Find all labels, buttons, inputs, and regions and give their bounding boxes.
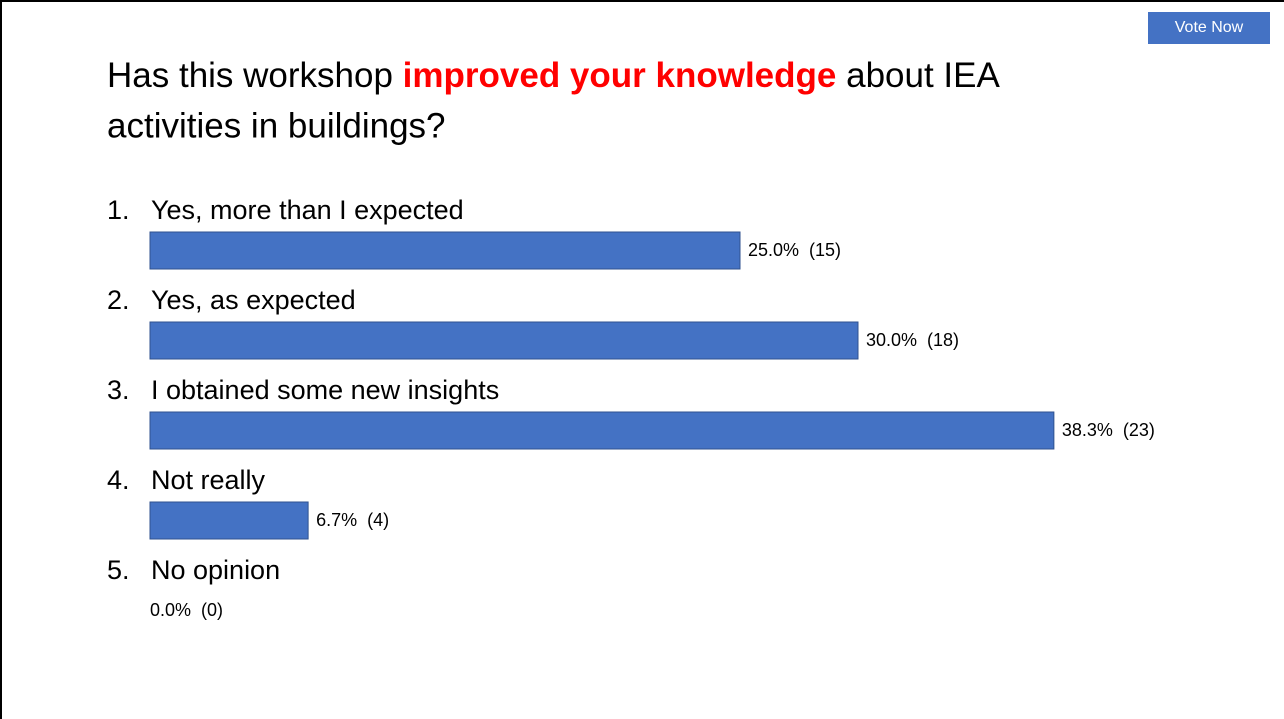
value-label: 6.7% (4) — [316, 510, 389, 530]
category-label: No opinion — [151, 555, 280, 585]
item-number: 1. — [107, 195, 130, 225]
bar — [149, 321, 859, 360]
chart-title: Has this workshop improved your knowledg… — [107, 56, 1000, 95]
bar — [149, 411, 1055, 450]
bar — [149, 231, 741, 270]
item-number: 4. — [107, 465, 130, 495]
bar — [149, 501, 309, 540]
category-label: Not really — [151, 465, 266, 495]
category-label: Yes, more than I expected — [151, 195, 464, 225]
title-highlight: improved your knowledge — [403, 56, 837, 95]
category-label: Yes, as expected — [151, 285, 356, 315]
item-number: 2. — [107, 285, 130, 315]
value-label: 38.3% (23) — [1062, 420, 1155, 440]
value-label: 30.0% (18) — [866, 330, 959, 350]
value-label: 0.0% (0) — [150, 600, 223, 620]
vote-button[interactable]: Vote Now — [1148, 12, 1270, 44]
chart-title: activities in buildings? — [107, 106, 446, 145]
item-number: 3. — [107, 375, 130, 405]
title-part: about IEA — [836, 56, 1000, 95]
item-number: 5. — [107, 555, 130, 585]
value-label: 25.0% (15) — [748, 240, 841, 260]
title-part: Has this workshop — [107, 56, 403, 95]
category-label: I obtained some new insights — [151, 375, 499, 405]
